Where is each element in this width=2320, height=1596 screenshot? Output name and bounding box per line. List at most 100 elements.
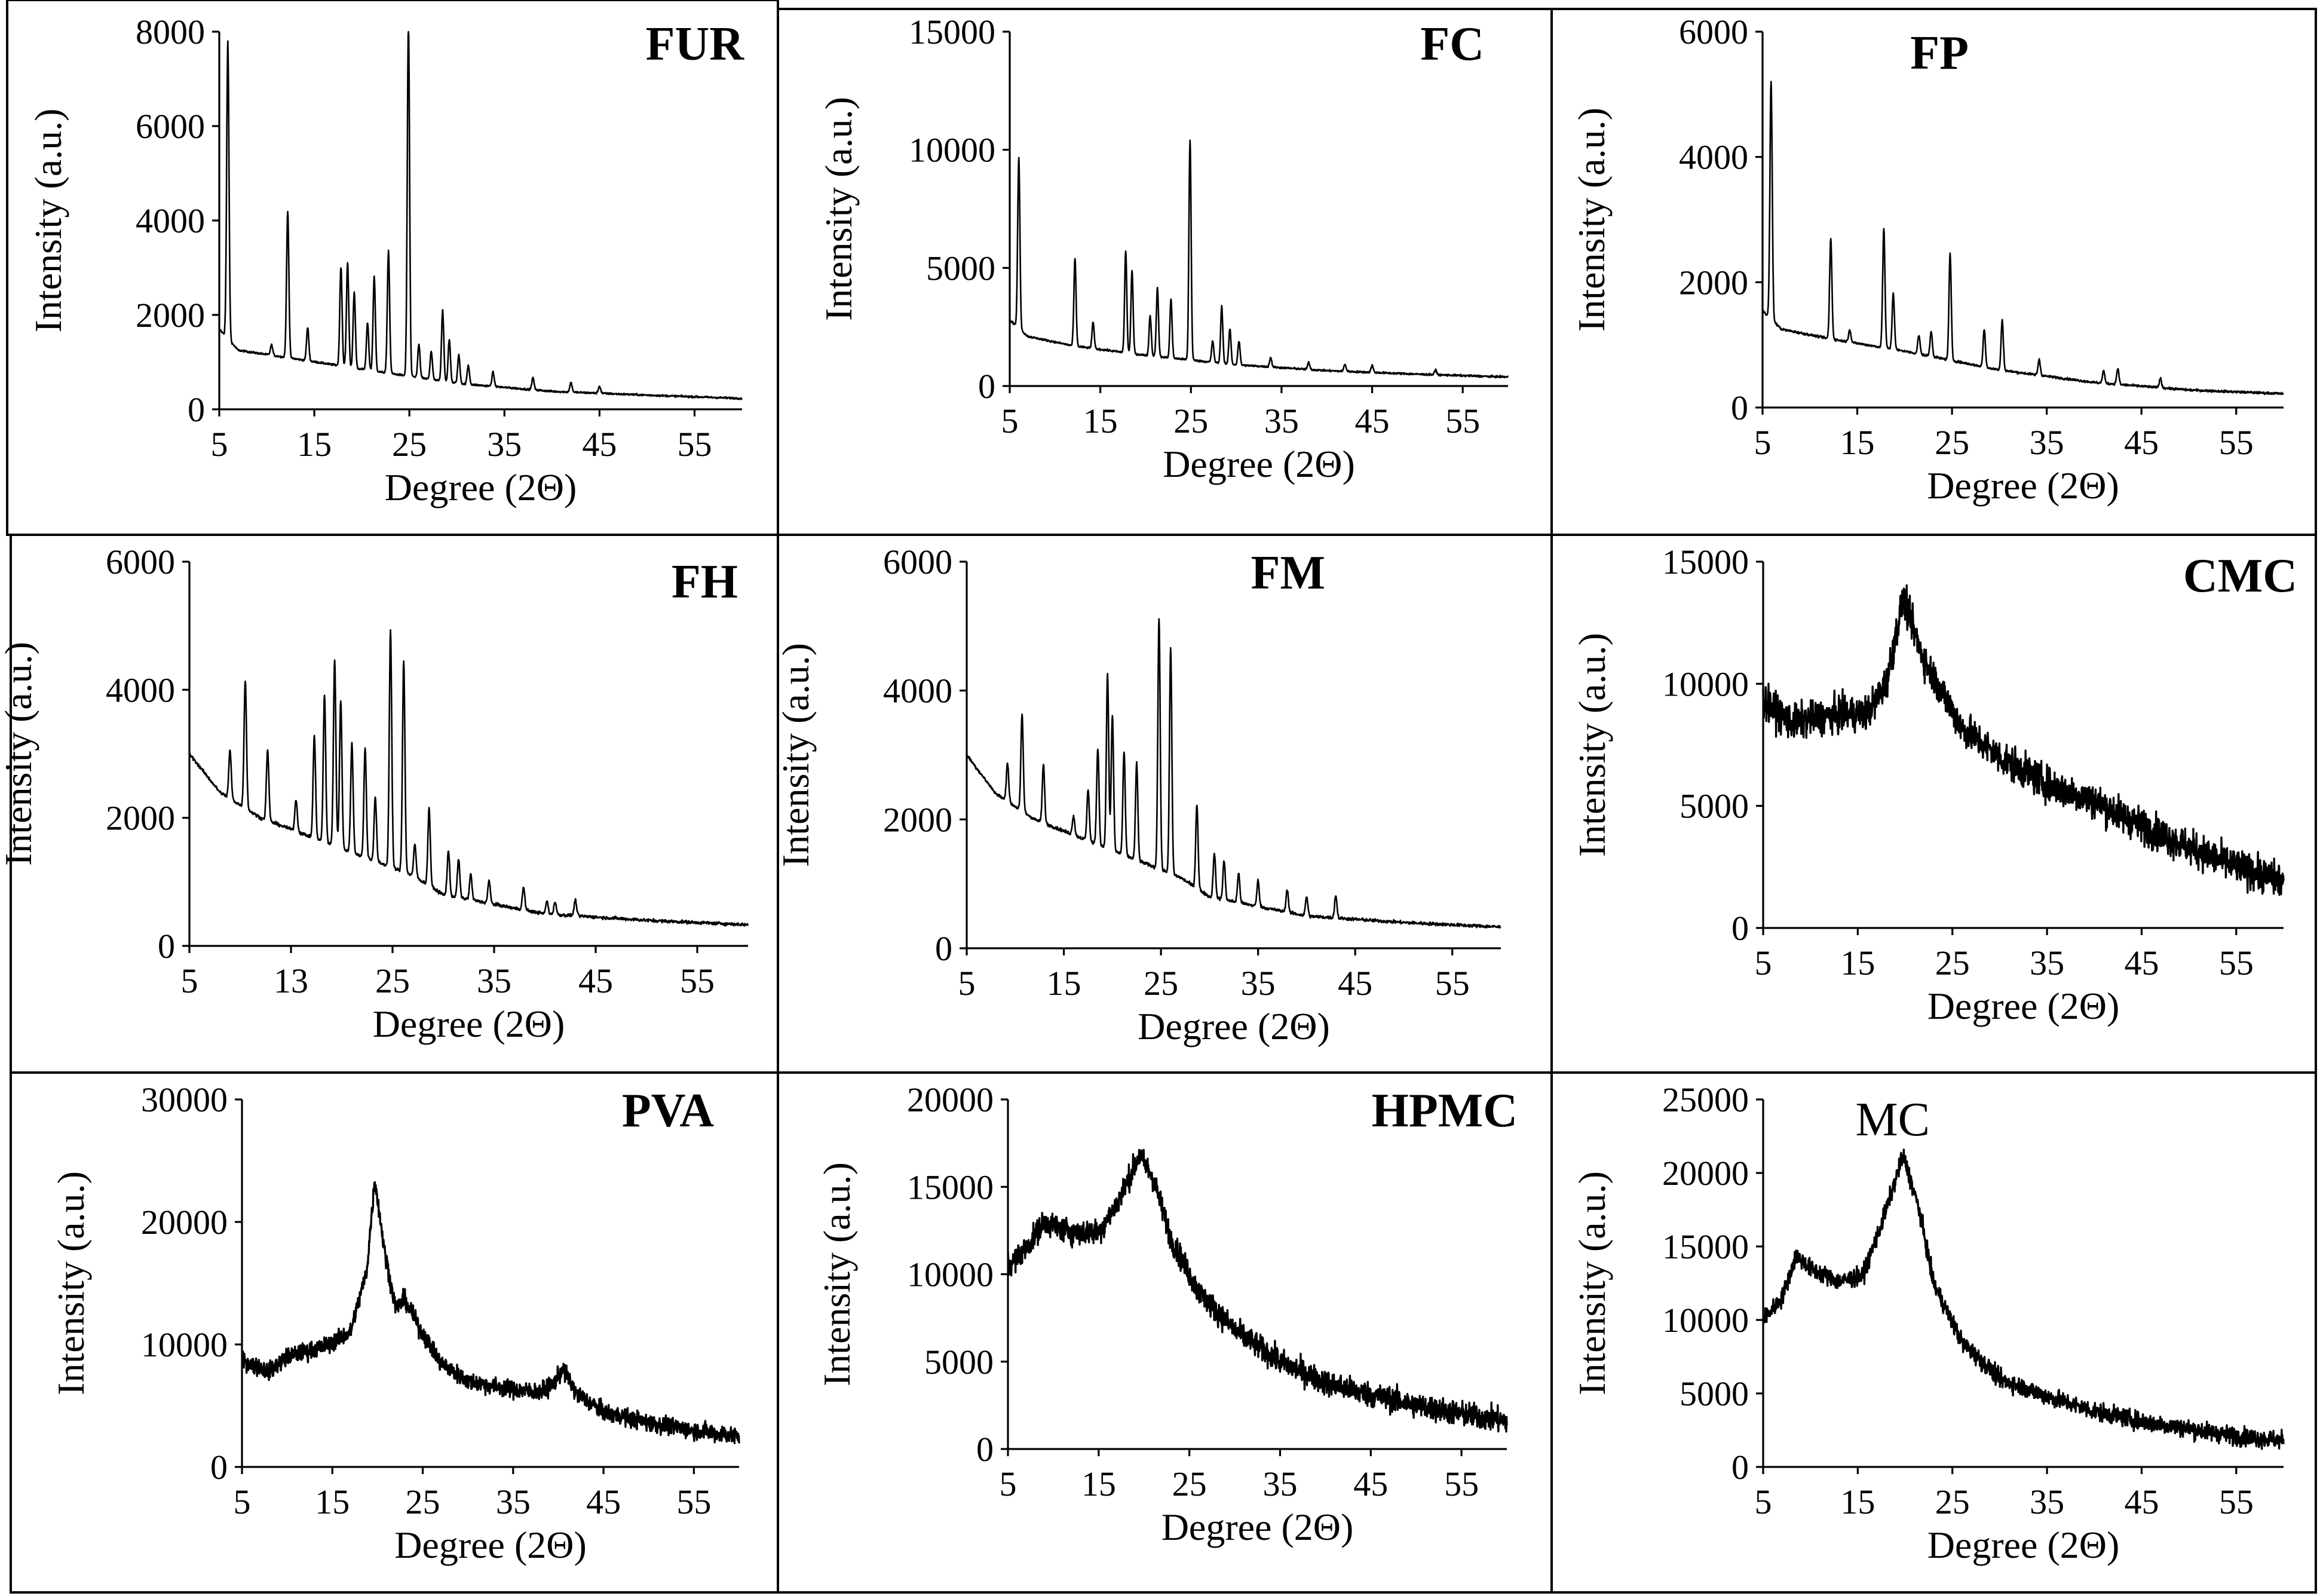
x-tick-label: 25 — [1935, 423, 1969, 462]
xrd-series-line — [1761, 81, 2284, 396]
xrd-panel-fh: 0 2000 4000 6000 5 13 25 35 45 55 Degree (2Θ) Inten… — [0, 534, 779, 1074]
x-tick-label: 35 — [477, 961, 511, 1000]
panel-title: CMC — [2183, 550, 2297, 602]
x-axis-label: Degree (2Θ) — [1927, 464, 2119, 507]
x-tick-label: 5 — [1754, 423, 1772, 462]
y-axis-label: Intensity (a.u.) — [1571, 633, 1613, 857]
y-tick-label: 20000 — [141, 1203, 228, 1242]
x-tick-label: 5 — [1755, 943, 1772, 982]
x-tick-label: 35 — [1262, 1465, 1297, 1503]
x-tick-label: 15 — [1840, 1482, 1875, 1521]
y-axis-label: Intensity (a.u.) — [816, 1162, 858, 1386]
y-tick-label: 5000 — [924, 1343, 994, 1381]
x-tick-label: 35 — [1241, 964, 1276, 1003]
x-axis-label: Degree (2Θ) — [1138, 1005, 1330, 1047]
y-axis-label: Intensity (a.u.) — [1570, 108, 1613, 332]
panel-title: MC — [1856, 1093, 1930, 1146]
x-tick-label: 15 — [1840, 943, 1875, 982]
x-tick-label: 45 — [586, 1482, 621, 1521]
y-tick-label: 0 — [1731, 1448, 1749, 1487]
x-axis-label: Degree (2Θ) — [394, 1524, 587, 1566]
y-tick-label: 20000 — [907, 1080, 994, 1119]
x-tick-label: 45 — [2124, 1482, 2159, 1521]
x-tick-label: 5 — [958, 964, 976, 1003]
y-axis-label: Intensity (a.u.) — [774, 643, 817, 867]
xrd-panel-pva: 0 10000 20000 30000 5 15 25 35 45 55 Degree (2Θ) In… — [10, 1071, 779, 1594]
x-tick-label: 15 — [315, 1482, 350, 1521]
x-tick-label: 5 — [1001, 402, 1019, 440]
y-tick-label: 30000 — [141, 1080, 228, 1119]
xrd-series-line — [218, 30, 743, 400]
x-tick-label: 35 — [1264, 402, 1299, 440]
x-tick-label: 35 — [496, 1482, 531, 1521]
y-tick-label: 6000 — [1679, 13, 1748, 51]
y-axis-label: Intensity (a.u.) — [1571, 1171, 1613, 1395]
y-tick-label: 0 — [978, 367, 995, 406]
x-tick-label: 45 — [582, 425, 617, 464]
y-tick-label: 2000 — [136, 296, 205, 335]
y-tick-label: 4000 — [106, 670, 175, 709]
x-axis-label: Degree (2Θ) — [1161, 1506, 1354, 1548]
x-tick-label: 25 — [1172, 1465, 1207, 1503]
y-tick-label: 0 — [1731, 909, 1749, 948]
x-tick-label: 45 — [2124, 423, 2159, 462]
y-tick-label: 5000 — [1680, 787, 1749, 826]
xrd-panel-fc: 0 5000 10000 15000 5 15 25 35 45 55 Degree (2Θ) Int… — [777, 8, 1553, 536]
panel-border — [1550, 8, 2317, 536]
x-tick-label: 13 — [274, 961, 308, 1000]
y-tick-label: 10000 — [907, 1255, 994, 1294]
y-tick-label: 15000 — [909, 13, 995, 51]
y-tick-label: 15000 — [1662, 543, 1749, 581]
panel-title: FM — [1251, 547, 1325, 599]
x-tick-label: 25 — [406, 1482, 440, 1521]
x-tick-label: 35 — [2030, 423, 2064, 462]
x-axis-label: Degree (2Θ) — [1927, 985, 2120, 1027]
xrd-series-line — [188, 629, 749, 927]
x-tick-label: 45 — [2124, 943, 2159, 982]
y-tick-label: 8000 — [136, 13, 205, 51]
x-tick-label: 5 — [1000, 1465, 1017, 1503]
y-tick-label: 25000 — [1662, 1080, 1749, 1119]
x-tick-label: 5 — [234, 1482, 251, 1521]
x-tick-label: 55 — [676, 1482, 711, 1521]
panel-title: FC — [1420, 18, 1484, 71]
x-tick-label: 55 — [677, 425, 712, 464]
panel-title: FH — [672, 556, 738, 608]
panel-border — [1550, 1071, 2317, 1594]
y-tick-label: 6000 — [106, 543, 175, 581]
y-tick-label: 10000 — [909, 131, 995, 170]
y-axis-label: Intensity (a.u.) — [0, 642, 39, 866]
x-tick-label: 25 — [1935, 943, 1970, 982]
x-tick-label: 55 — [2219, 423, 2254, 462]
xrd-series-line — [1007, 1148, 1508, 1433]
x-tick-label: 25 — [1935, 1482, 1970, 1521]
panel-border — [10, 1071, 779, 1594]
xrd-panel-hpmc: 0 5000 10000 15000 20000 5 15 25 35 45 55 Degree (2… — [777, 1071, 1553, 1594]
y-tick-label: 15000 — [907, 1168, 994, 1206]
y-tick-label: 0 — [1731, 388, 1748, 427]
xrd-series-line — [966, 618, 1501, 929]
panel-title: HPMC — [1372, 1085, 1518, 1137]
x-tick-label: 15 — [1840, 423, 1875, 462]
y-tick-label: 10000 — [1662, 664, 1749, 703]
xrd-series-line — [241, 1181, 740, 1444]
x-axis-label: Degree (2Θ) — [385, 466, 577, 508]
y-tick-label: 2000 — [106, 799, 175, 838]
x-tick-label: 55 — [2219, 943, 2254, 982]
y-tick-label: 2000 — [883, 800, 952, 839]
y-tick-label: 2000 — [1679, 263, 1748, 302]
x-tick-label: 15 — [1047, 964, 1081, 1003]
x-tick-label: 15 — [1081, 1465, 1116, 1503]
y-tick-label: 10000 — [141, 1325, 228, 1364]
x-tick-label: 55 — [1435, 964, 1470, 1003]
x-tick-label: 45 — [1338, 964, 1372, 1003]
x-tick-label: 55 — [1444, 1465, 1479, 1503]
y-tick-label: 4000 — [1679, 138, 1748, 177]
xrd-panel-fur: 0 2000 4000 6000 8000 5 15 25 35 45 55 Degree (2Θ) I… — [6, 0, 779, 536]
y-axis-label: Intensity (a.u.) — [817, 97, 860, 321]
x-tick-label: 55 — [2219, 1482, 2254, 1521]
x-tick-label: 35 — [2030, 1482, 2064, 1521]
panel-title: FP — [1910, 27, 1969, 79]
y-axis-label: Intensity (a.u.) — [50, 1171, 92, 1395]
